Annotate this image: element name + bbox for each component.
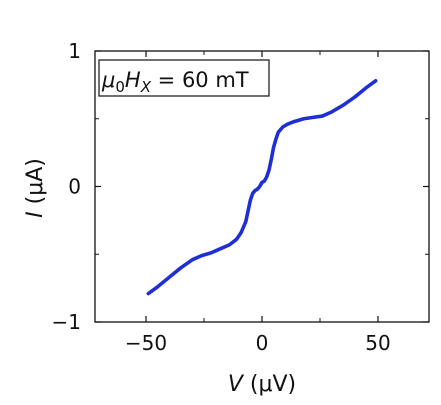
field-annotation: μ0HX = 60 mT [98, 59, 270, 97]
x-axis-title: V (μV) [228, 372, 296, 397]
x-tick-label: −50 [125, 331, 167, 355]
x-axis-unit: (μV) [250, 372, 296, 397]
y-axis-title: I (μA) [23, 158, 48, 218]
y-tick-label: 0 [68, 175, 81, 199]
annotation-text: μ0HX = 60 mT [101, 68, 249, 96]
tick-labels: −50 0 50 −1 0 1 [52, 39, 391, 355]
annotation-h: H [125, 68, 141, 92]
annotation-mu: μ [101, 68, 115, 92]
y-axis-unit: (μA) [23, 158, 48, 204]
tick-marks [95, 50, 429, 323]
y-axis-unit-space [23, 204, 48, 211]
x-axis-unit-space [243, 372, 250, 397]
x-tick-label: 50 [365, 331, 390, 355]
annotation-value: = 60 mT [151, 68, 249, 92]
y-axis-symbol: I [23, 211, 48, 218]
y-tick-label: −1 [52, 310, 81, 334]
annotation-h-sub: X [140, 78, 152, 96]
x-tick-label: 0 [256, 331, 269, 355]
x-axis-symbol: V [228, 372, 245, 397]
y-tick-label: 1 [68, 39, 81, 63]
annotation-mu-sub: 0 [115, 78, 125, 96]
annotation-box [98, 59, 270, 97]
series-line [146, 79, 378, 296]
